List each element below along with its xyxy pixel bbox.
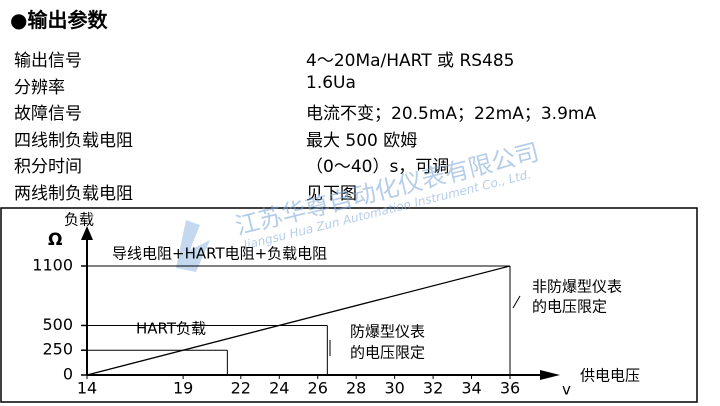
annotation-arrow [512, 295, 521, 309]
annotation: 非防爆型仪表 [532, 278, 622, 296]
load-line [86, 265, 511, 376]
param-label: 积分时间 [14, 157, 82, 177]
param-value: 最大 500 欧姆 [306, 130, 418, 151]
annotation: 的电压限定 [532, 298, 607, 316]
param-label: 两线制负载电阻 [14, 183, 133, 204]
watermark-logo [176, 220, 210, 272]
x-tick-label: 36 [500, 379, 520, 398]
param-value: （0～40）s，可调 [306, 157, 450, 177]
x-axis-unit: v [562, 381, 571, 399]
x-tick-label: 19 [173, 379, 193, 398]
chart-frame [0, 207, 698, 403]
param-label: 分辨率 [14, 77, 65, 98]
param-value: 电流不变；20.5mA；22mA；3.9mA [306, 104, 597, 124]
x-tick-label: 34 [461, 379, 481, 398]
param-value: 1.6Ua [306, 72, 356, 93]
y-tick-label: 500 [42, 315, 73, 334]
y-tick-label: 0 [63, 365, 73, 384]
y-tick-label: 1100 [32, 256, 73, 275]
annotation: 防爆型仪表 [350, 323, 425, 341]
annotation: 的电压限定 [350, 344, 425, 362]
param-value: 4～20Ma/HART 或 RS485 [306, 51, 515, 71]
x-tick-label: 22 [231, 379, 251, 398]
x-tick-label: 24 [269, 379, 289, 398]
x-tick-label: 14 [77, 379, 97, 398]
section-title: ●输出参数 [10, 8, 108, 32]
x-axis-label: 供电电压 [580, 367, 640, 385]
x-tick-label: 30 [384, 379, 404, 398]
x-tick-label: 26 [308, 379, 328, 398]
param-label: 四线制负载电阻 [14, 130, 133, 151]
annotation: HART负载 [136, 320, 206, 338]
x-tick-label: 32 [423, 379, 443, 398]
param-label: 故障信号 [14, 104, 82, 124]
x-arrow [540, 370, 560, 380]
y-axis-label: 负载 [64, 211, 94, 229]
param-value: 见下图 [306, 183, 357, 204]
x-tick-label: 28 [346, 379, 366, 398]
param-label: 输出信号 [14, 51, 82, 71]
y-axis-unit: Ω [48, 230, 62, 250]
y-arrow [81, 226, 93, 240]
annotation: 导线电阻+HART电阻+负载电阻 [112, 245, 327, 263]
y-tick-label: 250 [42, 340, 73, 359]
